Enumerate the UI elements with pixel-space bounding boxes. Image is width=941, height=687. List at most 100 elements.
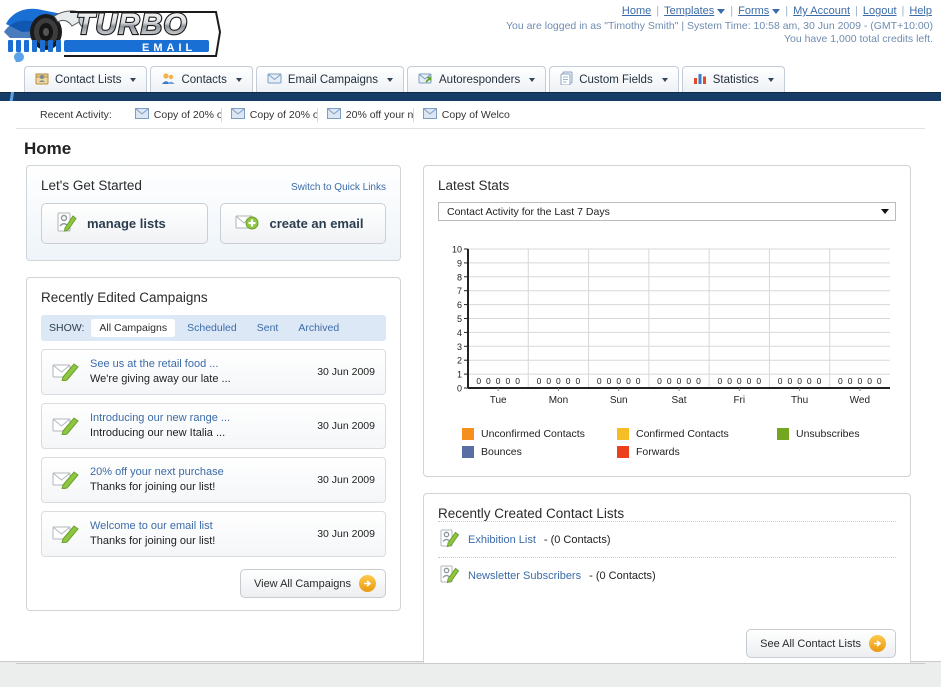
recent-activity-item[interactable]: Copy of Welcome to	[414, 108, 510, 122]
see-all-contact-lists-button[interactable]: See All Contact Lists	[746, 629, 896, 658]
svg-text:0: 0	[778, 376, 783, 386]
nav-tab-autoresponders[interactable]: Autoresponders	[407, 66, 547, 92]
manage-lists-button[interactable]: manage lists	[41, 203, 208, 244]
svg-text:8: 8	[457, 272, 462, 282]
svg-text:0: 0	[817, 376, 822, 386]
contact-list-row[interactable]: Newsletter Subscribers - (0 Contacts)	[438, 557, 896, 593]
svg-text:0: 0	[616, 376, 621, 386]
nav-tab-custom-fields[interactable]: Custom Fields	[549, 66, 679, 92]
filter-tab-all-campaigns[interactable]: All Campaigns	[91, 319, 176, 337]
link-separator: |	[656, 5, 660, 17]
svg-text:0: 0	[496, 376, 501, 386]
legend-item-bounces: Bounces	[462, 446, 617, 458]
campaign-row[interactable]: 20% off your next purchase Thanks for jo…	[41, 457, 386, 503]
legend-label: Forwards	[636, 446, 680, 458]
statistics-icon	[693, 72, 707, 88]
svg-text:0: 0	[486, 376, 491, 386]
campaign-row[interactable]: Introducing our new range ... Introducin…	[41, 403, 386, 449]
custom-fields-icon	[560, 71, 573, 88]
view-all-campaigns-label: View All Campaigns	[253, 577, 351, 590]
recent-activity-item-label: 20% off your next p	[345, 109, 414, 121]
nav-tab-contacts[interactable]: Contacts	[150, 66, 253, 92]
campaign-row[interactable]: Welcome to our email list Thanks for joi…	[41, 511, 386, 557]
contact-list-name[interactable]: Exhibition List	[468, 533, 536, 546]
campaign-date: 30 Jun 2009	[317, 528, 375, 540]
chevron-down-icon	[717, 8, 726, 14]
left-column: Let's Get Started Switch to Quick Links	[26, 165, 401, 687]
envelope-icon	[326, 108, 341, 122]
svg-text:EMAIL: EMAIL	[142, 42, 196, 54]
legend-label: Unconfirmed Contacts	[481, 428, 585, 440]
chevron-down-icon	[130, 77, 137, 82]
campaign-subtitle: Thanks for joining our list!	[90, 481, 216, 493]
chevron-down-icon	[387, 77, 393, 82]
campaign-title[interactable]: Introducing our new range ...	[90, 412, 231, 424]
campaign-title[interactable]: 20% off your next purchase	[90, 466, 224, 478]
header-link-templates[interactable]: Templates	[663, 5, 726, 17]
header-link-my-account[interactable]: My Account	[793, 5, 850, 17]
header-links: Home | Templates | Forms | My Account | Logout | H…	[621, 5, 933, 17]
view-all-campaigns-button[interactable]: View All Campaigns	[239, 569, 386, 598]
legend-item-unconfirmed-contacts: Unconfirmed Contacts	[462, 428, 617, 440]
recent-activity-item-label: Copy of 20% off yo	[153, 109, 221, 121]
contact-list-row[interactable]: Exhibition List - (0 Contacts)	[438, 521, 896, 557]
recent-activity-bar: Recent Activity: Copy of 20% off yo Copy…	[16, 101, 925, 129]
chevron-down-icon	[235, 77, 242, 82]
svg-text:0: 0	[797, 376, 802, 386]
contact-list-name[interactable]: Newsletter Subscribers	[468, 569, 582, 582]
chart-legend: Unconfirmed Contacts Confirmed Contacts …	[438, 428, 896, 458]
svg-text:0: 0	[636, 376, 641, 386]
campaign-edit-icon	[52, 469, 80, 492]
chevron-down-icon	[661, 77, 668, 82]
envelope-icon	[134, 108, 149, 122]
svg-text:0: 0	[667, 376, 672, 386]
link-separator: |	[730, 5, 734, 17]
stats-period-select[interactable]: Contact Activity for the Last 7 Days	[438, 202, 896, 221]
filter-tab-scheduled[interactable]: Scheduled	[187, 322, 237, 334]
recent-activity-item[interactable]: Copy of 20% off yo	[222, 108, 318, 122]
nav-tab-label: Email Campaigns	[287, 73, 378, 86]
svg-text:Fri: Fri	[733, 395, 745, 406]
contact-list-count: - (0 Contacts)	[589, 569, 656, 582]
svg-text:Thu: Thu	[791, 395, 808, 406]
svg-text:Sun: Sun	[610, 395, 628, 406]
filter-tab-sent[interactable]: Sent	[256, 322, 279, 334]
svg-text:0: 0	[877, 376, 882, 386]
nav-bottom-strip	[0, 92, 941, 101]
nav-tab-email-campaigns[interactable]: Email Campaigns	[255, 66, 404, 92]
nav-tab-label: Contacts	[181, 73, 227, 86]
nav-tab-statistics[interactable]: Statistics	[681, 66, 785, 92]
svg-text:7: 7	[457, 286, 462, 296]
campaign-date: 30 Jun 2009	[317, 420, 375, 432]
legend-label: Bounces	[481, 446, 522, 458]
svg-text:4: 4	[457, 328, 462, 338]
nav-tab-contact-lists[interactable]: Contact Lists	[24, 66, 148, 92]
legend-item-unsubscribes: Unsubscribes	[777, 428, 860, 440]
header-link-forms[interactable]: Forms	[737, 5, 781, 17]
recent-activity-item[interactable]: 20% off your next p	[318, 108, 414, 122]
link-separator: |	[855, 5, 858, 17]
arrow-right-icon	[359, 575, 376, 592]
header-link-logout[interactable]: Logout	[862, 5, 897, 17]
legend-swatch	[617, 428, 629, 440]
filter-tab-archived[interactable]: Archived	[298, 322, 340, 334]
nav-tab-label: Custom Fields	[579, 73, 653, 86]
page-title: Home	[24, 139, 72, 158]
svg-text:10: 10	[452, 245, 462, 255]
campaign-row[interactable]: See us at the retail food ... We're givi…	[41, 349, 386, 395]
switch-to-quick-links[interactable]: Switch to Quick Links	[290, 182, 386, 193]
see-all-contact-lists-label: See All Contact Lists	[760, 637, 861, 650]
campaign-title[interactable]: Welcome to our email list	[90, 520, 213, 532]
svg-text:0: 0	[867, 376, 872, 386]
stats-period-value: Contact Activity for the Last 7 Days	[447, 205, 610, 218]
contacts-icon	[161, 71, 175, 88]
create-email-button[interactable]: create an email	[219, 203, 386, 244]
campaign-title[interactable]: See us at the retail food ...	[90, 358, 219, 370]
header-link-home[interactable]: Home	[621, 5, 652, 17]
recent-activity-item[interactable]: Copy of 20% off yo	[126, 108, 222, 122]
email-campaigns-icon	[267, 72, 282, 88]
campaign-subtitle: Thanks for joining our list!	[90, 535, 216, 547]
svg-text:0: 0	[677, 376, 682, 386]
manage-lists-label: manage lists	[87, 216, 166, 231]
header-link-help[interactable]: Help	[909, 5, 932, 17]
